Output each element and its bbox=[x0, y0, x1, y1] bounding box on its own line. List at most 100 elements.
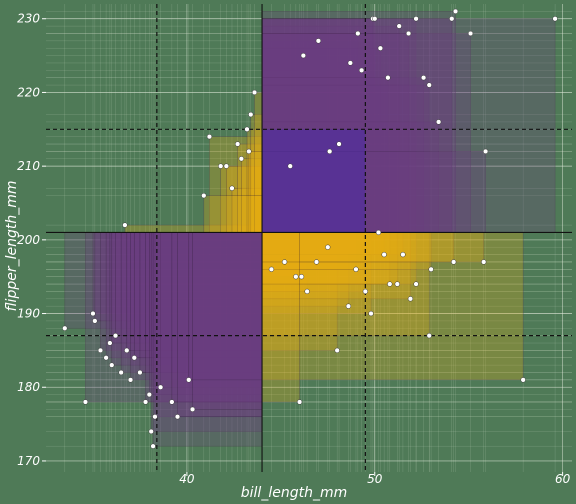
data-point bbox=[244, 126, 250, 132]
deviation-rect bbox=[261, 232, 372, 314]
data-point bbox=[413, 281, 419, 287]
data-point bbox=[426, 333, 432, 339]
data-point bbox=[345, 303, 352, 309]
data-point bbox=[223, 163, 229, 169]
data-point bbox=[97, 347, 104, 354]
data-point bbox=[362, 288, 369, 295]
data-point bbox=[281, 259, 288, 265]
quartile-lines bbox=[46, 4, 572, 472]
data-point bbox=[375, 229, 382, 236]
data-point bbox=[407, 296, 414, 302]
data-point bbox=[520, 377, 526, 383]
deviation-rect bbox=[261, 232, 391, 285]
deviation-rect bbox=[133, 232, 263, 359]
deviation-rect bbox=[261, 232, 432, 270]
data-point bbox=[428, 266, 434, 272]
deviation-rect bbox=[203, 195, 263, 233]
y-tick-label: 220 bbox=[17, 85, 40, 99]
data-point bbox=[152, 414, 158, 420]
data-point bbox=[142, 399, 149, 405]
data-point bbox=[234, 141, 241, 147]
data-point bbox=[298, 274, 305, 280]
data-point bbox=[92, 318, 98, 324]
data-point bbox=[218, 163, 224, 169]
data-point bbox=[435, 119, 442, 125]
data-point bbox=[169, 399, 175, 405]
deviation-rect bbox=[139, 232, 263, 373]
data-point bbox=[405, 30, 412, 37]
data-point bbox=[315, 38, 322, 44]
x-axis-ticks: 40 50 60 bbox=[179, 472, 571, 486]
data-point bbox=[296, 399, 303, 405]
deviation-rect bbox=[92, 232, 263, 314]
data-point bbox=[387, 281, 393, 287]
y-tick-label: 210 bbox=[17, 159, 40, 173]
data-point bbox=[62, 325, 68, 331]
deviation-rect bbox=[209, 136, 263, 233]
deviation-rect bbox=[261, 232, 338, 351]
deviation-rect bbox=[261, 232, 454, 263]
core-overlap-region bbox=[262, 129, 366, 233]
deviation-rect bbox=[177, 232, 263, 418]
deviation-rect bbox=[150, 232, 263, 432]
deviation-rect bbox=[261, 232, 300, 403]
deviation-rect bbox=[152, 232, 263, 447]
y-tick-label: 190 bbox=[17, 307, 40, 321]
y-tick-label: 230 bbox=[17, 12, 40, 26]
data-point bbox=[358, 67, 365, 73]
data-point bbox=[347, 60, 353, 66]
data-point bbox=[552, 16, 558, 22]
data-point bbox=[82, 399, 89, 405]
deviation-rect bbox=[261, 232, 411, 300]
deviation-rect bbox=[64, 232, 263, 329]
data-point bbox=[118, 369, 124, 376]
x-tick-label: 40 bbox=[179, 472, 195, 486]
data-point bbox=[467, 30, 474, 37]
deviation-rectangles bbox=[64, 11, 556, 447]
data-point bbox=[287, 163, 293, 169]
y-tick-label: 170 bbox=[17, 454, 40, 468]
data-point bbox=[293, 274, 299, 280]
data-point bbox=[107, 340, 113, 346]
deviation-rect bbox=[231, 187, 263, 233]
deviation-rect bbox=[188, 232, 263, 381]
deviation-rect bbox=[154, 232, 263, 418]
data-point bbox=[481, 259, 487, 265]
data-points bbox=[62, 8, 558, 449]
data-point bbox=[201, 192, 207, 199]
data-point bbox=[334, 347, 340, 354]
data-point bbox=[109, 362, 115, 368]
data-point bbox=[327, 148, 333, 155]
data-point bbox=[381, 251, 387, 258]
data-point bbox=[372, 16, 378, 22]
data-point bbox=[206, 134, 213, 140]
data-point bbox=[420, 75, 427, 81]
data-point bbox=[452, 8, 459, 15]
data-point bbox=[353, 266, 359, 272]
data-point bbox=[148, 428, 154, 435]
data-point bbox=[377, 45, 384, 51]
deviation-rect bbox=[261, 232, 417, 285]
data-point bbox=[426, 82, 432, 88]
data-point bbox=[394, 281, 400, 287]
deviation-rect bbox=[109, 232, 263, 344]
deviation-rect bbox=[220, 165, 263, 233]
data-point bbox=[229, 185, 235, 191]
data-point bbox=[246, 148, 252, 155]
deviation-rect bbox=[100, 232, 263, 351]
data-point bbox=[449, 16, 455, 22]
data-point bbox=[482, 148, 489, 155]
deviation-rect bbox=[130, 232, 263, 381]
data-point bbox=[396, 23, 402, 29]
data-point bbox=[313, 259, 320, 265]
deviation-rect bbox=[145, 232, 263, 403]
data-point bbox=[268, 266, 275, 272]
deviation-rect bbox=[105, 232, 263, 359]
y-tick-label: 180 bbox=[17, 380, 40, 394]
data-point bbox=[248, 111, 254, 118]
data-point bbox=[400, 251, 406, 258]
data-point bbox=[112, 333, 119, 339]
deviation-rect bbox=[120, 232, 263, 373]
deviation-rect bbox=[126, 232, 263, 351]
